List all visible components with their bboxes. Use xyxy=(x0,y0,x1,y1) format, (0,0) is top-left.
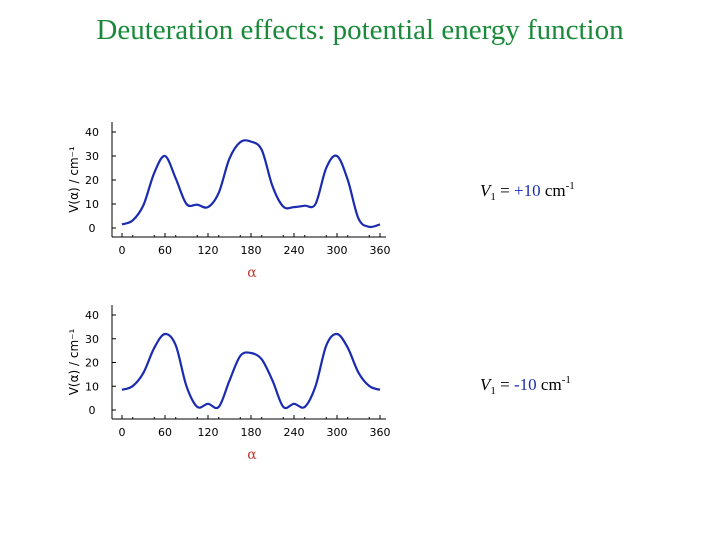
x-tick-label: 300 xyxy=(327,244,348,257)
x-tick-label: 60 xyxy=(158,244,172,257)
v1-subscript: 1 xyxy=(490,385,496,397)
x-tick-label: 0 xyxy=(119,244,126,257)
v1-value: +10 xyxy=(513,181,541,200)
x-tick-label: 120 xyxy=(198,244,219,257)
v1-symbol: V xyxy=(480,375,491,394)
x-tick-label: 180 xyxy=(241,426,262,439)
y-tick-label: 20 xyxy=(85,174,99,187)
v1-label-positive: V1 = +10 cm-1 xyxy=(480,180,575,203)
x-tick-label: 300 xyxy=(327,426,348,439)
v1-equals: = xyxy=(495,375,514,394)
v1-unit: cm xyxy=(536,375,562,394)
y-tick-label: 10 xyxy=(85,198,99,211)
x-tick-label: 120 xyxy=(198,426,219,439)
v1-unit-exponent: -1 xyxy=(565,180,575,192)
v1-subscript: 1 xyxy=(490,191,496,203)
v1-equals: = xyxy=(495,181,514,200)
y-tick-label: 0 xyxy=(89,222,96,235)
v1-value: -10 xyxy=(513,375,537,394)
y-tick-label: 30 xyxy=(85,333,99,346)
v1-unit-exponent: -1 xyxy=(561,374,571,386)
x-tick-label: 360 xyxy=(370,244,391,257)
x-tick-label: 240 xyxy=(284,426,305,439)
y-tick-label: 0 xyxy=(89,404,96,417)
x-tick-label: 240 xyxy=(284,244,305,257)
potential-curve xyxy=(121,332,381,410)
v1-symbol: V xyxy=(480,181,491,200)
y-tick-label: 40 xyxy=(85,126,99,139)
y-axis-label: V(α) / cm⁻¹ xyxy=(67,329,81,396)
v1-unit: cm xyxy=(540,181,566,200)
x-tick-label: 0 xyxy=(119,426,126,439)
x-tick-label: 360 xyxy=(370,426,391,439)
y-tick-label: 30 xyxy=(85,150,99,163)
y-tick-label: 20 xyxy=(85,357,99,370)
y-tick-label: 10 xyxy=(85,380,99,393)
potential-curve xyxy=(121,139,381,229)
v1-label-negative: V1 = -10 cm-1 xyxy=(480,374,571,397)
x-axis-label: α xyxy=(247,447,257,463)
y-tick-label: 40 xyxy=(85,309,99,322)
x-tick-label: 60 xyxy=(158,426,172,439)
x-tick-label: 180 xyxy=(241,244,262,257)
y-axis-label: V(α) / cm⁻¹ xyxy=(67,146,81,213)
slide-title: Deuteration effects: potential energy fu… xyxy=(96,14,624,46)
x-axis-label: α xyxy=(247,265,257,281)
